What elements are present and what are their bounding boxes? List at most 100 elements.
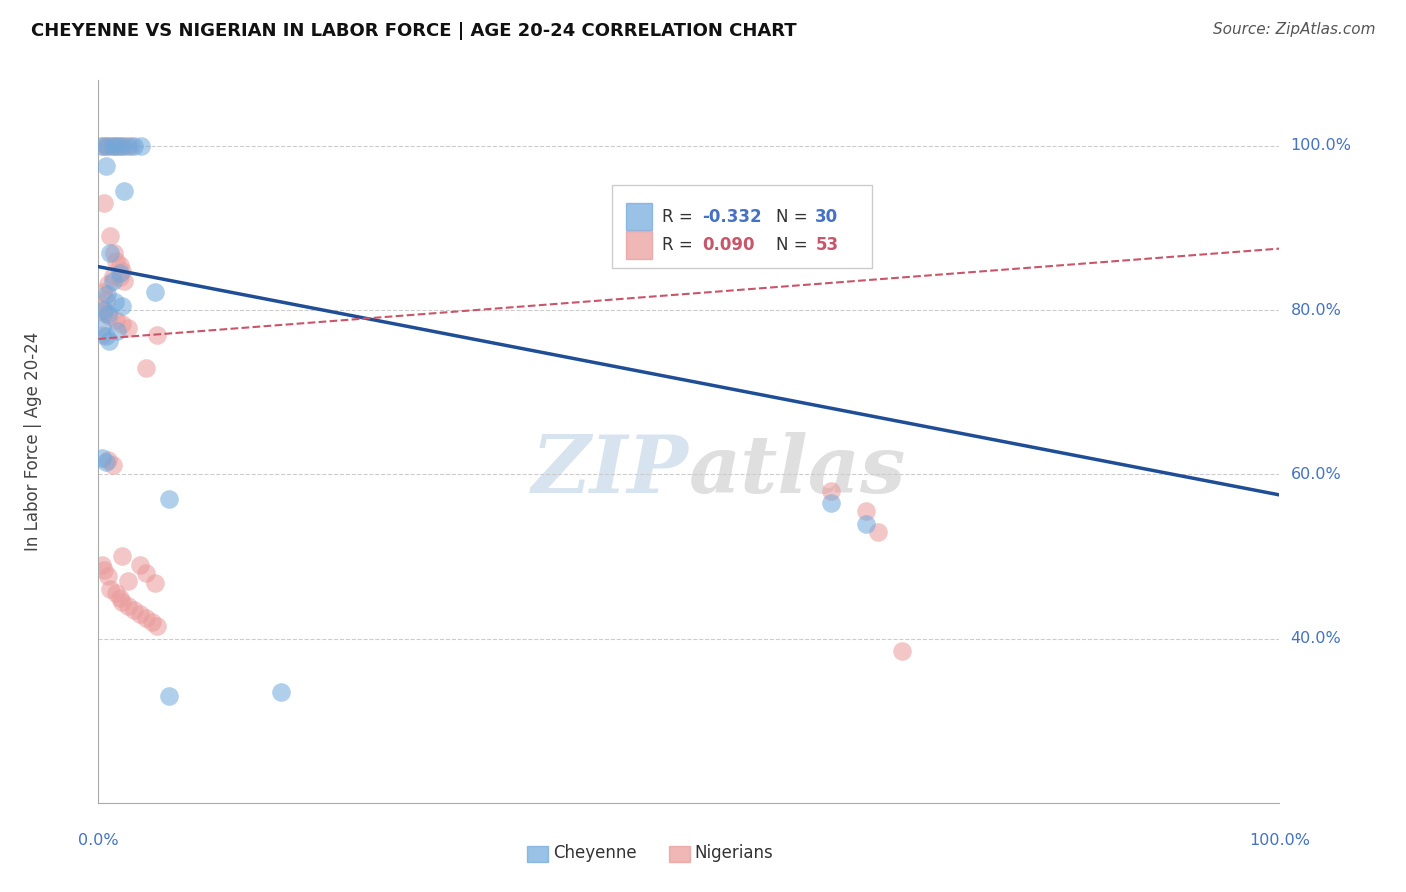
Point xyxy=(93,564,115,578)
Point xyxy=(111,299,134,313)
Text: 60.0%: 60.0% xyxy=(1291,467,1341,482)
Text: N =: N = xyxy=(776,235,813,254)
Point xyxy=(111,264,134,278)
Point xyxy=(890,644,912,658)
Point xyxy=(98,229,121,244)
FancyBboxPatch shape xyxy=(626,231,652,259)
Point xyxy=(135,566,157,580)
Point xyxy=(98,139,121,153)
Point xyxy=(103,245,125,260)
Point xyxy=(128,607,150,621)
Point xyxy=(105,586,128,600)
Point xyxy=(105,324,128,338)
Point xyxy=(96,286,118,301)
Point xyxy=(112,139,135,153)
Text: 80.0%: 80.0% xyxy=(1291,302,1341,318)
Point xyxy=(143,285,166,299)
Text: 30: 30 xyxy=(815,208,838,226)
Text: In Labor Force | Age 20-24: In Labor Force | Age 20-24 xyxy=(24,332,42,551)
Point xyxy=(157,491,180,506)
Text: 0.090: 0.090 xyxy=(702,235,755,254)
Point xyxy=(117,139,139,153)
Point xyxy=(97,569,120,583)
Point xyxy=(105,313,128,327)
Point xyxy=(94,139,117,153)
FancyBboxPatch shape xyxy=(626,202,652,230)
Text: atlas: atlas xyxy=(689,432,907,509)
Point xyxy=(270,685,292,699)
Point xyxy=(108,270,131,285)
Point xyxy=(91,558,114,572)
Point xyxy=(94,293,117,308)
Point xyxy=(117,574,139,588)
Text: Nigerians: Nigerians xyxy=(695,845,773,863)
Point xyxy=(117,599,139,613)
FancyBboxPatch shape xyxy=(612,185,872,268)
Point xyxy=(157,689,180,703)
Point xyxy=(122,603,145,617)
Text: 100.0%: 100.0% xyxy=(1291,138,1351,153)
Point xyxy=(94,455,117,469)
Text: ZIP: ZIP xyxy=(531,432,689,509)
Text: 40.0%: 40.0% xyxy=(1291,632,1341,646)
Point xyxy=(121,139,143,153)
Point xyxy=(108,266,131,280)
Text: Cheyenne: Cheyenne xyxy=(553,845,637,863)
Point xyxy=(93,305,115,319)
Point xyxy=(146,327,169,342)
Point xyxy=(820,483,842,498)
Point xyxy=(98,245,121,260)
Point xyxy=(135,360,157,375)
Text: 53: 53 xyxy=(815,235,838,254)
Point xyxy=(112,184,135,198)
Point xyxy=(98,334,121,349)
Point xyxy=(143,575,166,590)
FancyBboxPatch shape xyxy=(527,847,548,862)
Point xyxy=(91,450,114,465)
Point xyxy=(101,268,124,283)
Point xyxy=(108,258,131,272)
Point xyxy=(94,329,117,343)
Text: CHEYENNE VS NIGERIAN IN LABOR FORCE | AGE 20-24 CORRELATION CHART: CHEYENNE VS NIGERIAN IN LABOR FORCE | AG… xyxy=(31,22,797,40)
Text: 0.0%: 0.0% xyxy=(79,833,118,848)
Point xyxy=(122,139,145,153)
Point xyxy=(105,139,128,153)
Point xyxy=(108,139,131,153)
Point xyxy=(97,452,120,467)
Text: Source: ZipAtlas.com: Source: ZipAtlas.com xyxy=(1212,22,1375,37)
Text: N =: N = xyxy=(776,208,813,226)
Point xyxy=(101,139,124,153)
Point xyxy=(111,317,134,331)
Point xyxy=(91,139,114,153)
Point xyxy=(112,274,135,288)
Point xyxy=(141,615,163,630)
Point xyxy=(97,277,120,291)
Text: 100.0%: 100.0% xyxy=(1249,833,1310,848)
Point xyxy=(111,139,134,153)
Point xyxy=(855,504,877,518)
Point xyxy=(91,327,114,342)
Point xyxy=(98,582,121,597)
Point xyxy=(93,196,115,211)
Point xyxy=(129,139,152,153)
Point xyxy=(101,139,124,153)
Point xyxy=(91,285,114,299)
Point xyxy=(93,303,115,318)
Point xyxy=(94,160,117,174)
Point xyxy=(135,611,157,625)
Point xyxy=(96,139,118,153)
Point xyxy=(97,307,120,321)
Point xyxy=(128,558,150,572)
Point xyxy=(101,458,124,472)
Point xyxy=(117,321,139,335)
Point xyxy=(111,594,134,608)
Point xyxy=(146,619,169,633)
Point xyxy=(91,139,114,153)
Point xyxy=(866,524,889,539)
Point xyxy=(855,516,877,531)
Point xyxy=(105,139,128,153)
Point xyxy=(98,309,121,323)
Point xyxy=(91,301,114,316)
Point xyxy=(101,275,124,289)
Point xyxy=(104,295,127,310)
